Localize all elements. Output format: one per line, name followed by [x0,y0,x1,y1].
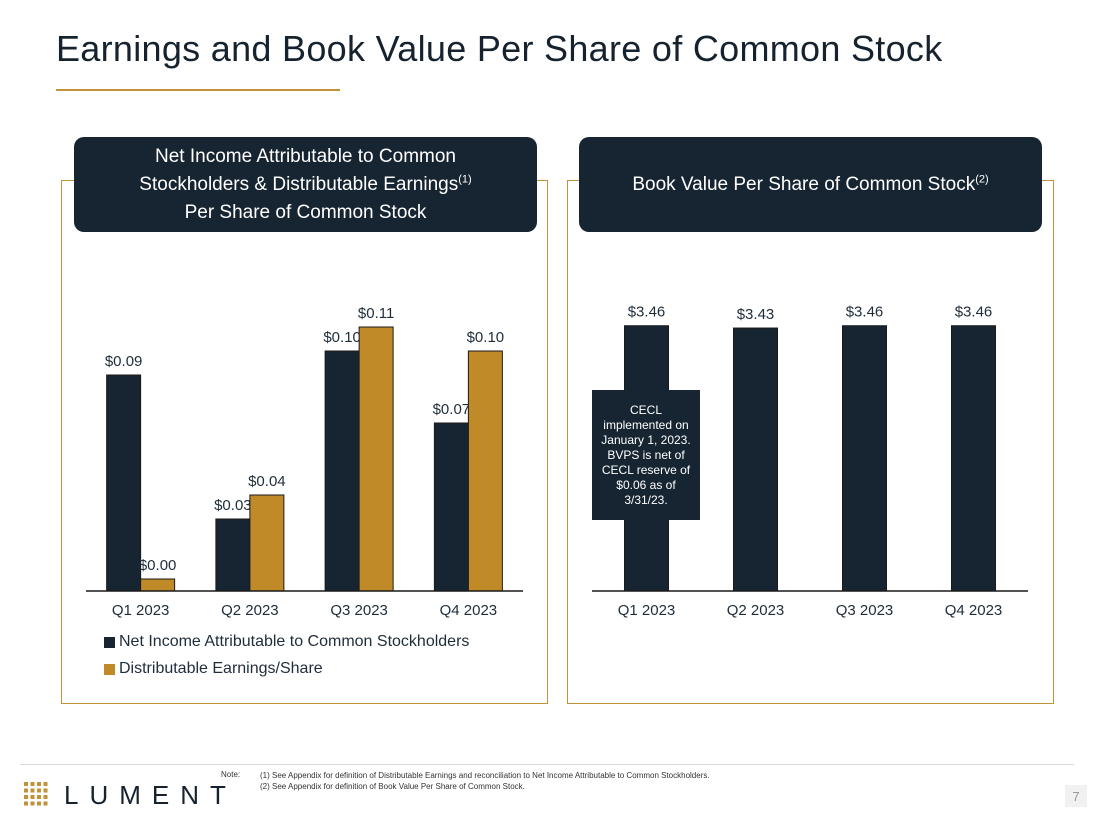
right-chart-title: Book Value Per Share of Common Stock(2) [579,137,1042,232]
left-chart-title: Net Income Attributable to Common Stockh… [74,137,537,232]
legend-item-distributable: Distributable Earnings/Share [104,660,323,678]
title-underline [56,89,340,91]
footnote-2-marker: (2) [975,173,989,186]
right-title-text: Book Value Per Share of Common Stock(2) [632,173,989,195]
left-title-line-1: Net Income Attributable to Common [155,145,456,167]
legend-item-net-income: Net Income Attributable to Common Stockh… [104,633,469,651]
legend-swatch-gold [104,663,115,675]
footnotes: (1) See Appendix for definition of Distr… [260,770,710,792]
lument-logo-text: LUMENT [64,780,237,810]
footnote-2: (2) See Appendix for definition of Book … [260,782,525,791]
footnote-1: (1) See Appendix for definition of Distr… [260,771,710,780]
left-title-line-2: Stockholders & Distributable Earnings(1) [139,173,472,195]
left-chart-panel [61,180,548,704]
page-number: 7 [1065,785,1087,807]
page-title: Earnings and Book Value Per Share of Com… [56,28,943,69]
lument-logo-icon [24,782,48,806]
note-label: Note: [221,770,241,779]
legend-label-distributable: Distributable Earnings/Share [119,660,323,677]
cecl-callout: CECL implemented on January 1, 2023. BVP… [592,390,700,520]
legend-label-net-income: Net Income Attributable to Common Stockh… [119,633,470,650]
left-title-line-3: Per Share of Common Stock [184,201,427,223]
legend-swatch-navy [104,636,115,648]
footnote-1-marker: (1) [458,173,472,186]
footer-divider [20,764,1074,765]
